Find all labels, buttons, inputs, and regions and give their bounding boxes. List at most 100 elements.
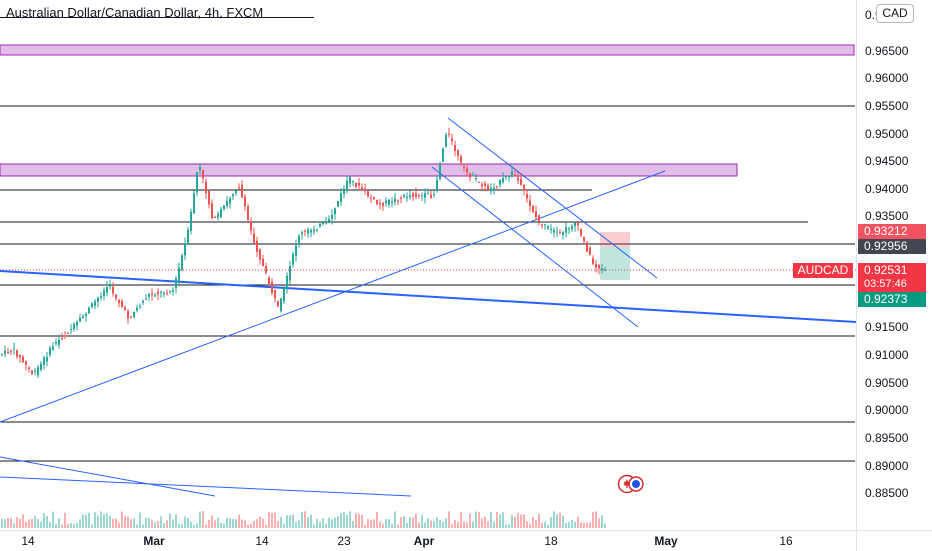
candle-body	[340, 193, 342, 202]
volume-bar	[394, 511, 396, 528]
volume-bar	[262, 518, 264, 528]
candle-body	[334, 208, 336, 215]
candle-body	[442, 148, 444, 162]
canada-flag-icon[interactable]	[616, 474, 646, 494]
candle-body	[337, 201, 339, 207]
candle-body	[349, 176, 351, 184]
volume-bar	[553, 511, 555, 528]
price-chart[interactable]	[0, 0, 856, 530]
price-tick: 0.91000	[865, 348, 909, 362]
candle-body	[400, 197, 402, 199]
candle-body	[64, 335, 66, 337]
volume-bar	[58, 518, 60, 528]
candle-body	[196, 172, 198, 193]
volume-bar	[352, 521, 354, 528]
candle-body	[118, 299, 120, 304]
price-tick: 0.91500	[865, 320, 909, 334]
volume-bar	[115, 518, 117, 528]
candle-body	[424, 193, 426, 198]
candle-body	[487, 185, 489, 191]
candle-body	[301, 232, 303, 235]
candle-body	[604, 269, 606, 271]
volume-bar	[79, 519, 81, 528]
symbol-tag: AUDCAD	[793, 263, 853, 278]
volume-bar	[151, 519, 153, 528]
volume-bar	[514, 516, 516, 528]
volume-bar	[358, 513, 360, 528]
volume-bar	[496, 512, 498, 528]
volume-bar	[268, 511, 270, 528]
chart-title[interactable]: Australian Dollar/Canadian Dollar, 4h, F…	[6, 5, 264, 20]
candle-body	[385, 200, 387, 204]
candle-body	[484, 183, 486, 186]
candle-body	[367, 191, 369, 197]
candle-body	[394, 198, 396, 202]
candle-body	[52, 346, 54, 350]
candle-body	[208, 191, 210, 205]
current-price-tag: 0.92531	[858, 263, 926, 278]
volume-bar	[400, 517, 402, 528]
volume-bar	[250, 523, 252, 528]
candle-body	[235, 190, 237, 193]
candle-body	[544, 224, 546, 226]
candle-body	[94, 301, 96, 306]
volume-bar	[370, 520, 372, 528]
volume-bar	[229, 518, 231, 528]
candle-body	[286, 275, 288, 290]
volume-bar	[82, 514, 84, 528]
volume-bar	[247, 524, 249, 528]
volume-bar	[199, 511, 201, 528]
volume-bar	[577, 516, 579, 528]
stop-price-tag: 0.92373	[858, 292, 926, 307]
currency-badge[interactable]: CAD	[876, 4, 914, 23]
chart-pane[interactable]: Australian Dollar/Canadian Dollar, 4h, F…	[0, 0, 856, 530]
volume-bar	[43, 513, 45, 528]
volume-bar	[601, 515, 603, 528]
candle-body	[154, 295, 156, 297]
volume-bar	[67, 523, 69, 528]
volume-bar	[205, 524, 207, 528]
candle-body	[532, 206, 534, 213]
candle-body	[493, 188, 495, 190]
candle-body	[409, 195, 411, 198]
volume-bar	[223, 523, 225, 528]
volume-bar	[145, 517, 147, 528]
candle-body	[103, 290, 105, 297]
volume-bar	[526, 521, 528, 528]
volume-bar	[466, 522, 468, 528]
candle-body	[499, 179, 501, 185]
candle-body	[448, 133, 450, 135]
volume-bar	[532, 516, 534, 528]
volume-bar	[271, 513, 273, 528]
volume-bar	[55, 523, 57, 528]
price-tick: 0.93500	[865, 209, 909, 223]
candle-body	[541, 224, 543, 226]
candle-body	[457, 150, 459, 156]
volume-bar	[565, 523, 567, 528]
volume-bar	[277, 520, 279, 528]
volume-bar	[10, 518, 12, 528]
volume-bar	[214, 520, 216, 528]
candle-body	[241, 184, 243, 198]
candle-body	[439, 163, 441, 180]
candle-body	[304, 231, 306, 232]
volume-bar	[505, 524, 507, 528]
trend-line	[0, 170, 666, 423]
candle-body	[157, 291, 159, 295]
candle-body	[13, 348, 15, 350]
volume-bar	[274, 512, 276, 528]
volume-bar	[310, 514, 312, 528]
volume-bar	[385, 519, 387, 528]
volume-bar	[118, 522, 120, 528]
candle-body	[415, 193, 417, 197]
time-axis[interactable]: 14 Mar 14 23 Apr 18 May 16	[0, 530, 856, 551]
candle-body	[229, 198, 231, 204]
volume-bar	[241, 519, 243, 528]
volume-bar	[364, 525, 366, 528]
volume-bar	[19, 518, 21, 528]
volume-bar	[163, 523, 165, 528]
candle-body	[601, 268, 603, 270]
volume-bar	[88, 512, 90, 528]
volume-bar	[547, 524, 549, 528]
volume-bar	[427, 518, 429, 528]
